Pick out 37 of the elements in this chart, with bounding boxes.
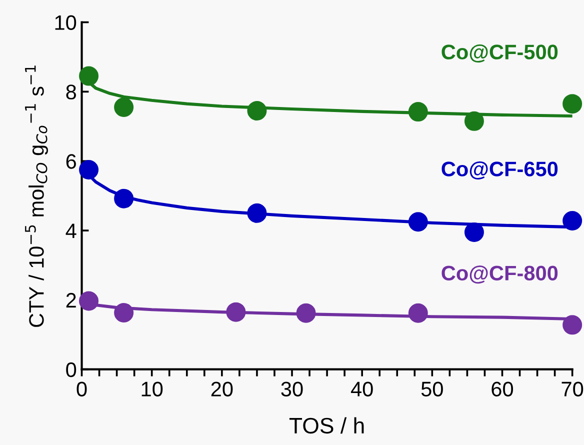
y-tick-label: 0	[66, 362, 76, 378]
y-tick-label: 8	[66, 84, 76, 100]
x-tick-label: 40	[350, 382, 373, 396]
point	[79, 66, 99, 86]
y-tick-label: 10	[55, 15, 76, 30]
point	[408, 102, 428, 122]
x-tick-label: 30	[281, 382, 303, 396]
x-axis-title: TOS / h	[289, 417, 364, 434]
text: CTY / 10$^{−5}$ mol$_{CO}$ g$_{Co}$$^{−1}$ s$^{−1}$	[25, 66, 48, 327]
point	[408, 303, 428, 323]
y-tick-label: 4	[66, 224, 76, 238]
series-label: Co@CF-500	[442, 44, 558, 63]
point	[464, 111, 484, 131]
point	[247, 203, 267, 223]
point	[562, 315, 582, 335]
point	[247, 101, 267, 121]
series-label: Co@CF-650	[442, 161, 558, 180]
series-label: Co@CF-800	[442, 266, 558, 284]
point	[114, 188, 134, 208]
point	[296, 303, 316, 323]
point	[562, 94, 582, 114]
y-tick-label: 2	[66, 292, 76, 308]
point	[79, 291, 99, 311]
x-tick-label: 70	[562, 382, 584, 396]
point	[464, 222, 484, 242]
point	[114, 98, 134, 118]
point	[562, 211, 582, 231]
x-tick-label: 50	[421, 382, 443, 396]
point	[226, 302, 246, 322]
x-tick-label: 10	[142, 382, 163, 396]
point	[408, 212, 428, 232]
x-tick-label: 60	[492, 382, 514, 396]
point	[114, 303, 134, 323]
y-tick-label: 6	[66, 154, 76, 169]
x-tick-label: 0	[76, 382, 87, 396]
x-tick-label: 20	[211, 382, 233, 396]
point	[79, 160, 99, 180]
